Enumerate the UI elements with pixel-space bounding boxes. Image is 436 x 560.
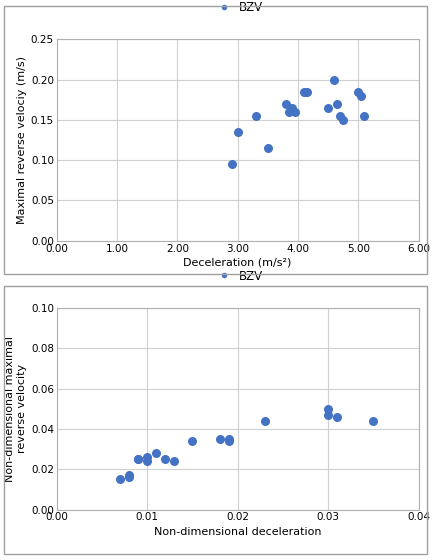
Point [324, 410, 331, 419]
Point [337, 111, 344, 120]
Point [334, 412, 341, 421]
Point [286, 108, 293, 116]
Point [144, 452, 151, 461]
Point [216, 435, 223, 444]
Point [370, 417, 377, 426]
Point [261, 417, 268, 426]
Point [153, 449, 160, 458]
X-axis label: Deceleration (m/s²): Deceleration (m/s²) [184, 258, 292, 268]
Legend: BZV: BZV [212, 269, 263, 283]
Point [324, 404, 331, 413]
X-axis label: Non-dimensional deceleration: Non-dimensional deceleration [154, 526, 321, 536]
Point [361, 111, 368, 120]
Legend: BZV: BZV [212, 1, 263, 14]
Point [126, 473, 133, 482]
Y-axis label: Maximal reverse velociy (m/s): Maximal reverse velociy (m/s) [17, 56, 27, 224]
Point [252, 111, 259, 120]
Point [324, 103, 331, 112]
Point [144, 457, 151, 466]
Point [283, 99, 290, 108]
Point [289, 103, 296, 112]
Point [126, 471, 133, 480]
Point [334, 99, 341, 108]
Point [225, 435, 232, 444]
Point [135, 455, 142, 464]
Point [234, 128, 241, 137]
Point [303, 87, 310, 96]
Point [171, 457, 178, 466]
Point [340, 115, 347, 124]
Point [228, 160, 235, 169]
Point [135, 455, 142, 464]
Point [225, 437, 232, 446]
Point [189, 437, 196, 446]
Point [291, 108, 298, 116]
Point [264, 143, 271, 152]
Point [162, 455, 169, 464]
Point [330, 75, 337, 84]
Point [116, 475, 123, 484]
Point [358, 91, 365, 100]
Point [300, 87, 307, 96]
Y-axis label: Non-dimensional maximal
reverse velocity: Non-dimensional maximal reverse velocity [5, 336, 27, 482]
Point [355, 87, 362, 96]
